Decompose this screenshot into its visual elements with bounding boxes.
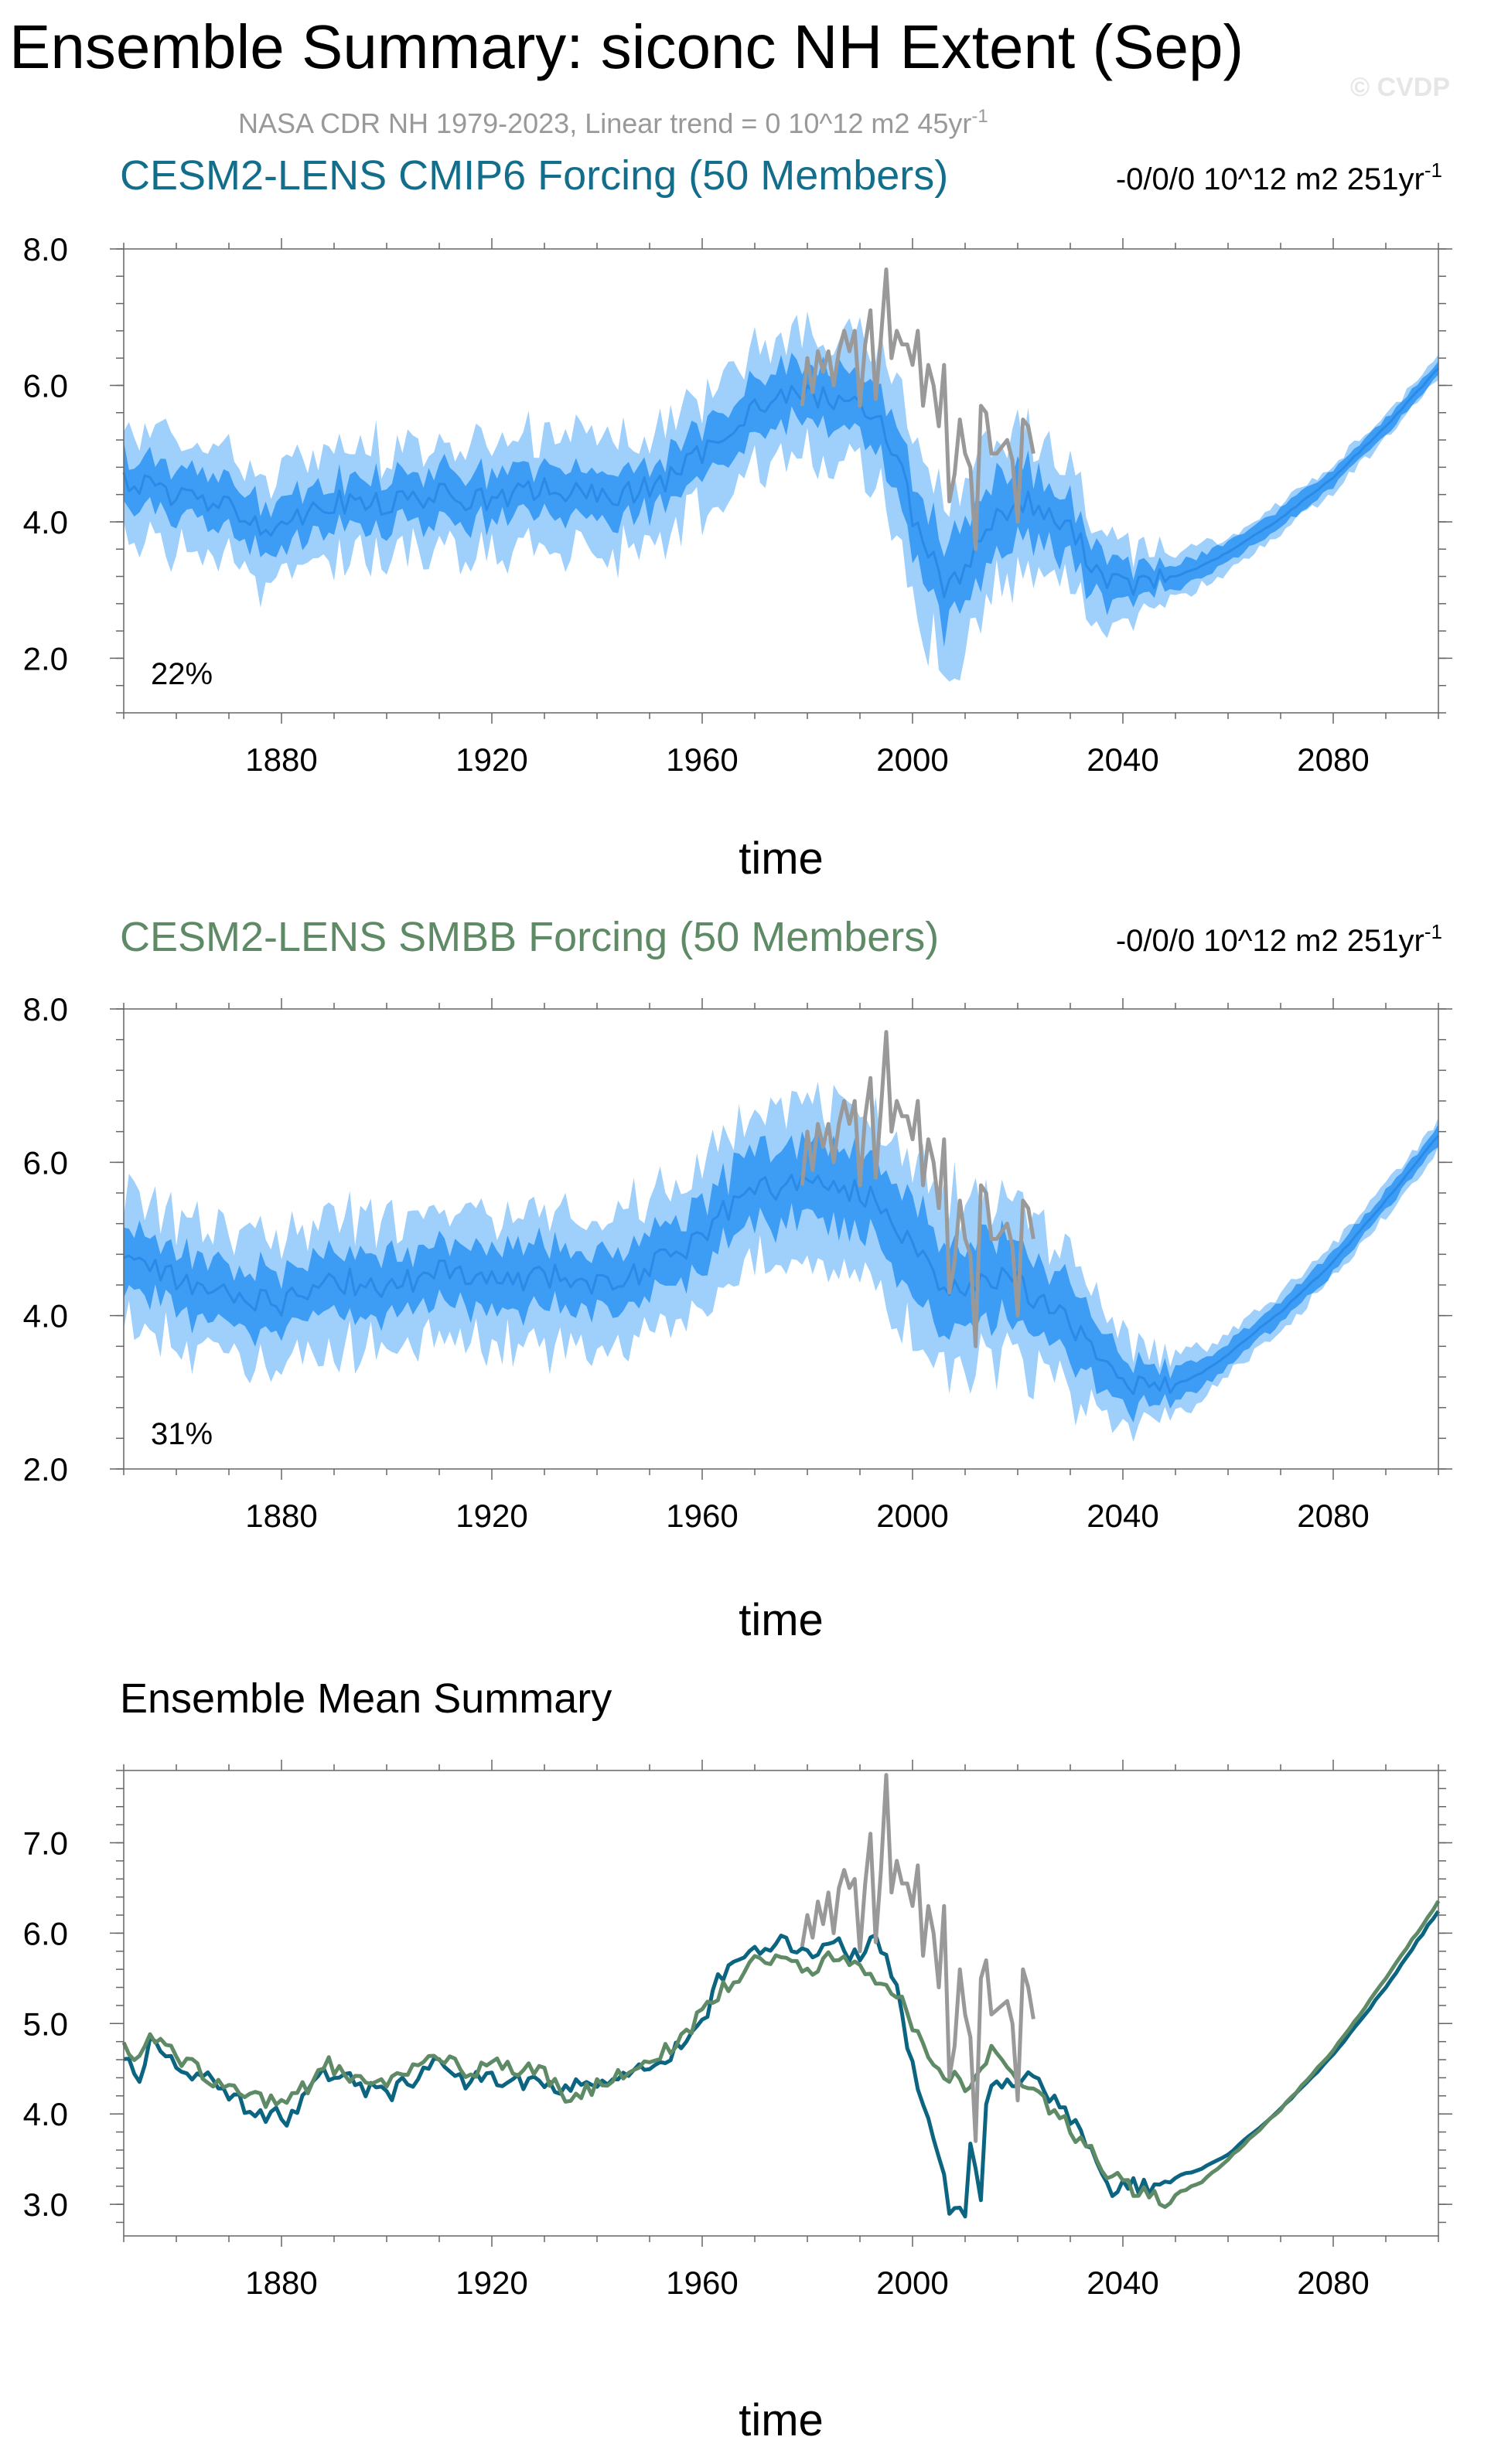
panel-smbb: CESM2-LENS SMBB Forcing (50 Members) -0/… — [23, 914, 1452, 1645]
plot-area-mean: 1880 1920 1960 2000 2040 2080 3.0 4.0 5.0 6.0 7.0 — [23, 1760, 1452, 2301]
inner-spread-band — [124, 1124, 1438, 1423]
x-tick-label: 2040 — [1087, 1498, 1158, 1534]
x-tick-label: 2040 — [1087, 741, 1158, 778]
figure-subtitle: NASA CDR NH 1979-2023, Linear trend = 0 … — [238, 106, 988, 139]
y-tick-label: 2.0 — [23, 1451, 68, 1488]
y-tick-label: 4.0 — [23, 504, 68, 540]
panel-title-smbb: CESM2-LENS SMBB Forcing (50 Members) — [120, 914, 939, 960]
x-tick-label: 2040 — [1087, 2265, 1158, 2301]
axis-frame — [123, 1008, 1439, 1470]
x-axis-title-mean: time — [739, 2395, 824, 2445]
x-tick-label: 2080 — [1297, 1498, 1369, 1534]
x-tick-label: 1960 — [666, 2265, 738, 2301]
percent-label-cmip6: 22% — [151, 657, 213, 691]
inner-spread-band — [124, 353, 1438, 648]
x-tick-label: 2000 — [876, 2265, 948, 2301]
y-tick-label: 8.0 — [23, 991, 68, 1028]
panel-title-cmip6: CESM2-LENS CMIP6 Forcing (50 Members) — [120, 152, 948, 199]
axis-frame — [123, 1770, 1439, 2237]
x-tick-label: 2080 — [1297, 2265, 1369, 2301]
x-tick-label: 2080 — [1297, 741, 1369, 778]
y-tick-label: 5.0 — [23, 2006, 68, 2042]
x-tick-label: 2000 — [876, 1498, 948, 1534]
percent-label-smbb: 31% — [151, 1417, 213, 1451]
ensemble-mean-line — [122, 367, 1440, 598]
observed-line — [800, 1030, 1035, 1348]
y-tick-label: 3.0 — [23, 2186, 68, 2223]
panel-ensemble-mean: Ensemble Mean Summary 1880 1920 1960 2000 20… — [23, 1675, 1452, 2445]
y-tick-label: 4.0 — [23, 1298, 68, 1334]
watermark: © CVDP — [1350, 73, 1450, 102]
plot-area-cmip6: 1880 1920 1960 2000 2040 2080 2.0 4.0 6.0 8.0 — [23, 231, 1452, 778]
x-tick-label: 1960 — [666, 741, 738, 778]
x-tick-label: 1920 — [455, 2265, 527, 2301]
y-tick-label: 7.0 — [23, 1825, 68, 1862]
y-tick-label: 6.0 — [23, 1144, 68, 1181]
y-tick-label: 4.0 — [23, 2096, 68, 2132]
observed-line — [800, 268, 1035, 551]
x-tick-label: 1880 — [245, 1498, 317, 1534]
trend-label-smbb: -0/0/0 10^12 m2 251yr-1 — [1116, 920, 1442, 958]
panel-cmip6: CESM2-LENS CMIP6 Forcing (50 Members) -0… — [23, 152, 1452, 884]
series-line-smbb — [121, 1900, 1441, 2210]
figure-title: Ensemble Summary: siconc NH Extent (Sep) — [9, 12, 1244, 81]
y-tick-label: 6.0 — [23, 1915, 68, 1951]
series-line-obs — [800, 1773, 1035, 2143]
x-tick-label: 1880 — [245, 741, 317, 778]
panel-title-mean: Ensemble Mean Summary — [120, 1675, 612, 1722]
ensemble-mean-line — [123, 1134, 1440, 1396]
x-tick-label: 1920 — [455, 1498, 527, 1534]
x-axis-title-smbb: time — [739, 1595, 824, 1645]
y-tick-label: 8.0 — [23, 231, 68, 268]
x-axis-title-cmip6: time — [739, 833, 824, 884]
axis-frame — [123, 248, 1439, 714]
trend-label-cmip6: -0/0/0 10^12 m2 251yr-1 — [1116, 158, 1442, 196]
y-tick-label: 6.0 — [23, 367, 68, 404]
x-tick-label: 1960 — [666, 1498, 738, 1534]
y-tick-label: 2.0 — [23, 640, 68, 676]
x-tick-label: 2000 — [876, 741, 948, 778]
plot-area-smbb: 1880 1920 1960 2000 2040 2080 2.0 4.0 6.0 8.0 — [23, 991, 1452, 1534]
x-tick-label: 1920 — [455, 741, 527, 778]
x-tick-label: 1880 — [245, 2265, 317, 2301]
